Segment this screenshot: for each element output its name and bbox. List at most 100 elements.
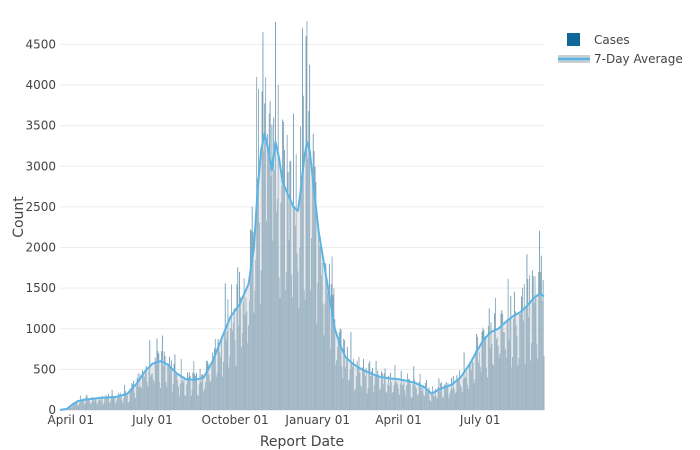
cases-bar — [79, 402, 81, 410]
cases-bar — [161, 335, 163, 410]
cases-bar — [368, 363, 370, 410]
cases-bar — [313, 151, 315, 410]
cases-bar — [407, 373, 408, 410]
cases-bar — [536, 343, 538, 410]
cases-bar — [375, 360, 377, 410]
cases-bar — [347, 380, 349, 410]
cases-bar — [91, 397, 93, 410]
cases-bar — [157, 351, 159, 410]
cases-bar — [143, 375, 144, 410]
cases-bar — [320, 275, 322, 410]
cases-bar — [147, 386, 149, 410]
cases-bar — [275, 21, 276, 410]
cases-bar — [208, 374, 210, 410]
cases-bar — [82, 401, 83, 410]
cases-bar — [144, 372, 146, 410]
cases-bar — [225, 340, 227, 410]
cases-bar — [136, 378, 138, 410]
cases-bar — [231, 284, 232, 410]
cases-bar — [180, 358, 182, 410]
cases-bar — [183, 376, 185, 410]
cases-bar — [264, 103, 266, 410]
cases-bar — [211, 366, 213, 410]
legend[interactable]: Cases 7-Day Average — [558, 33, 683, 66]
cases-bar — [278, 277, 280, 410]
cases-bar — [388, 375, 390, 410]
cases-bar — [528, 317, 530, 410]
cases-bar — [377, 370, 379, 410]
cases-bar — [339, 328, 341, 410]
cases-bar — [468, 388, 469, 410]
cases-bar — [197, 396, 199, 410]
cases-bar — [284, 150, 285, 410]
cases-bar — [490, 322, 492, 410]
legend-average-label: 7-Day Average — [594, 52, 683, 66]
cases-bar — [448, 398, 450, 410]
cases-bar — [450, 390, 452, 410]
cases-bar — [387, 384, 389, 410]
cases-bar — [446, 387, 448, 410]
cases-bar — [185, 395, 187, 410]
y-tick-label: 3000 — [25, 159, 56, 173]
cases-bar — [364, 376, 366, 410]
cases-bar — [429, 400, 431, 410]
cases-bar — [494, 313, 496, 410]
cases-bar — [162, 366, 164, 410]
cases-bar — [98, 400, 100, 410]
cases-bar — [121, 400, 123, 410]
cases-bar — [89, 401, 91, 410]
cases-bar — [293, 205, 295, 410]
cases-bar — [258, 222, 260, 410]
cases-bar — [428, 387, 430, 410]
cases-bar — [234, 340, 236, 410]
cases-bar — [531, 343, 532, 410]
cases-bar — [134, 392, 135, 410]
cases-bar — [170, 360, 172, 410]
cases-bar — [268, 113, 270, 411]
legend-item-cases[interactable]: Cases — [567, 33, 630, 47]
cases-bar — [445, 381, 447, 410]
cases-bar — [381, 371, 382, 410]
cases-bar — [475, 350, 477, 410]
cases-bar — [314, 166, 316, 410]
cases-bar — [167, 364, 169, 410]
cases-bar — [484, 337, 486, 410]
cases-bar — [129, 388, 131, 410]
cases-bar — [352, 366, 354, 410]
cases-bar — [281, 185, 283, 410]
cases-bar — [401, 385, 403, 410]
cases-bar — [172, 384, 174, 410]
cases-bar — [467, 384, 469, 410]
cases-bar — [243, 278, 245, 410]
cases-bar — [230, 328, 232, 410]
cases-bar — [353, 358, 355, 410]
cases-bar — [242, 301, 244, 410]
cases-bar — [223, 361, 224, 410]
cases-bar — [330, 284, 332, 410]
cases-bar — [213, 356, 214, 410]
cases-bar — [525, 306, 527, 410]
cases-bar — [238, 325, 240, 410]
cases-bar — [369, 361, 371, 410]
cases-bar — [524, 364, 526, 410]
x-tick-label: January 01 — [284, 413, 350, 427]
cases-bar — [499, 353, 501, 410]
cases-bar — [408, 378, 410, 410]
cases-bar — [403, 380, 405, 410]
cases-bar — [311, 177, 313, 410]
cases-bar — [76, 401, 78, 410]
cases-bar — [284, 289, 286, 410]
cases-bar — [485, 336, 487, 410]
cases-bar — [326, 279, 328, 410]
cases-bar — [169, 356, 170, 410]
cases-bar — [530, 360, 531, 410]
cases-bar — [413, 366, 415, 410]
cases-bar — [427, 391, 429, 410]
cases-bar — [328, 263, 330, 410]
legend-item-seven-day-average[interactable]: 7-Day Average — [558, 52, 683, 66]
cases-bar — [357, 368, 359, 410]
cases-bar — [322, 304, 324, 410]
cases-bar — [486, 367, 487, 410]
cases-bar — [307, 158, 309, 410]
